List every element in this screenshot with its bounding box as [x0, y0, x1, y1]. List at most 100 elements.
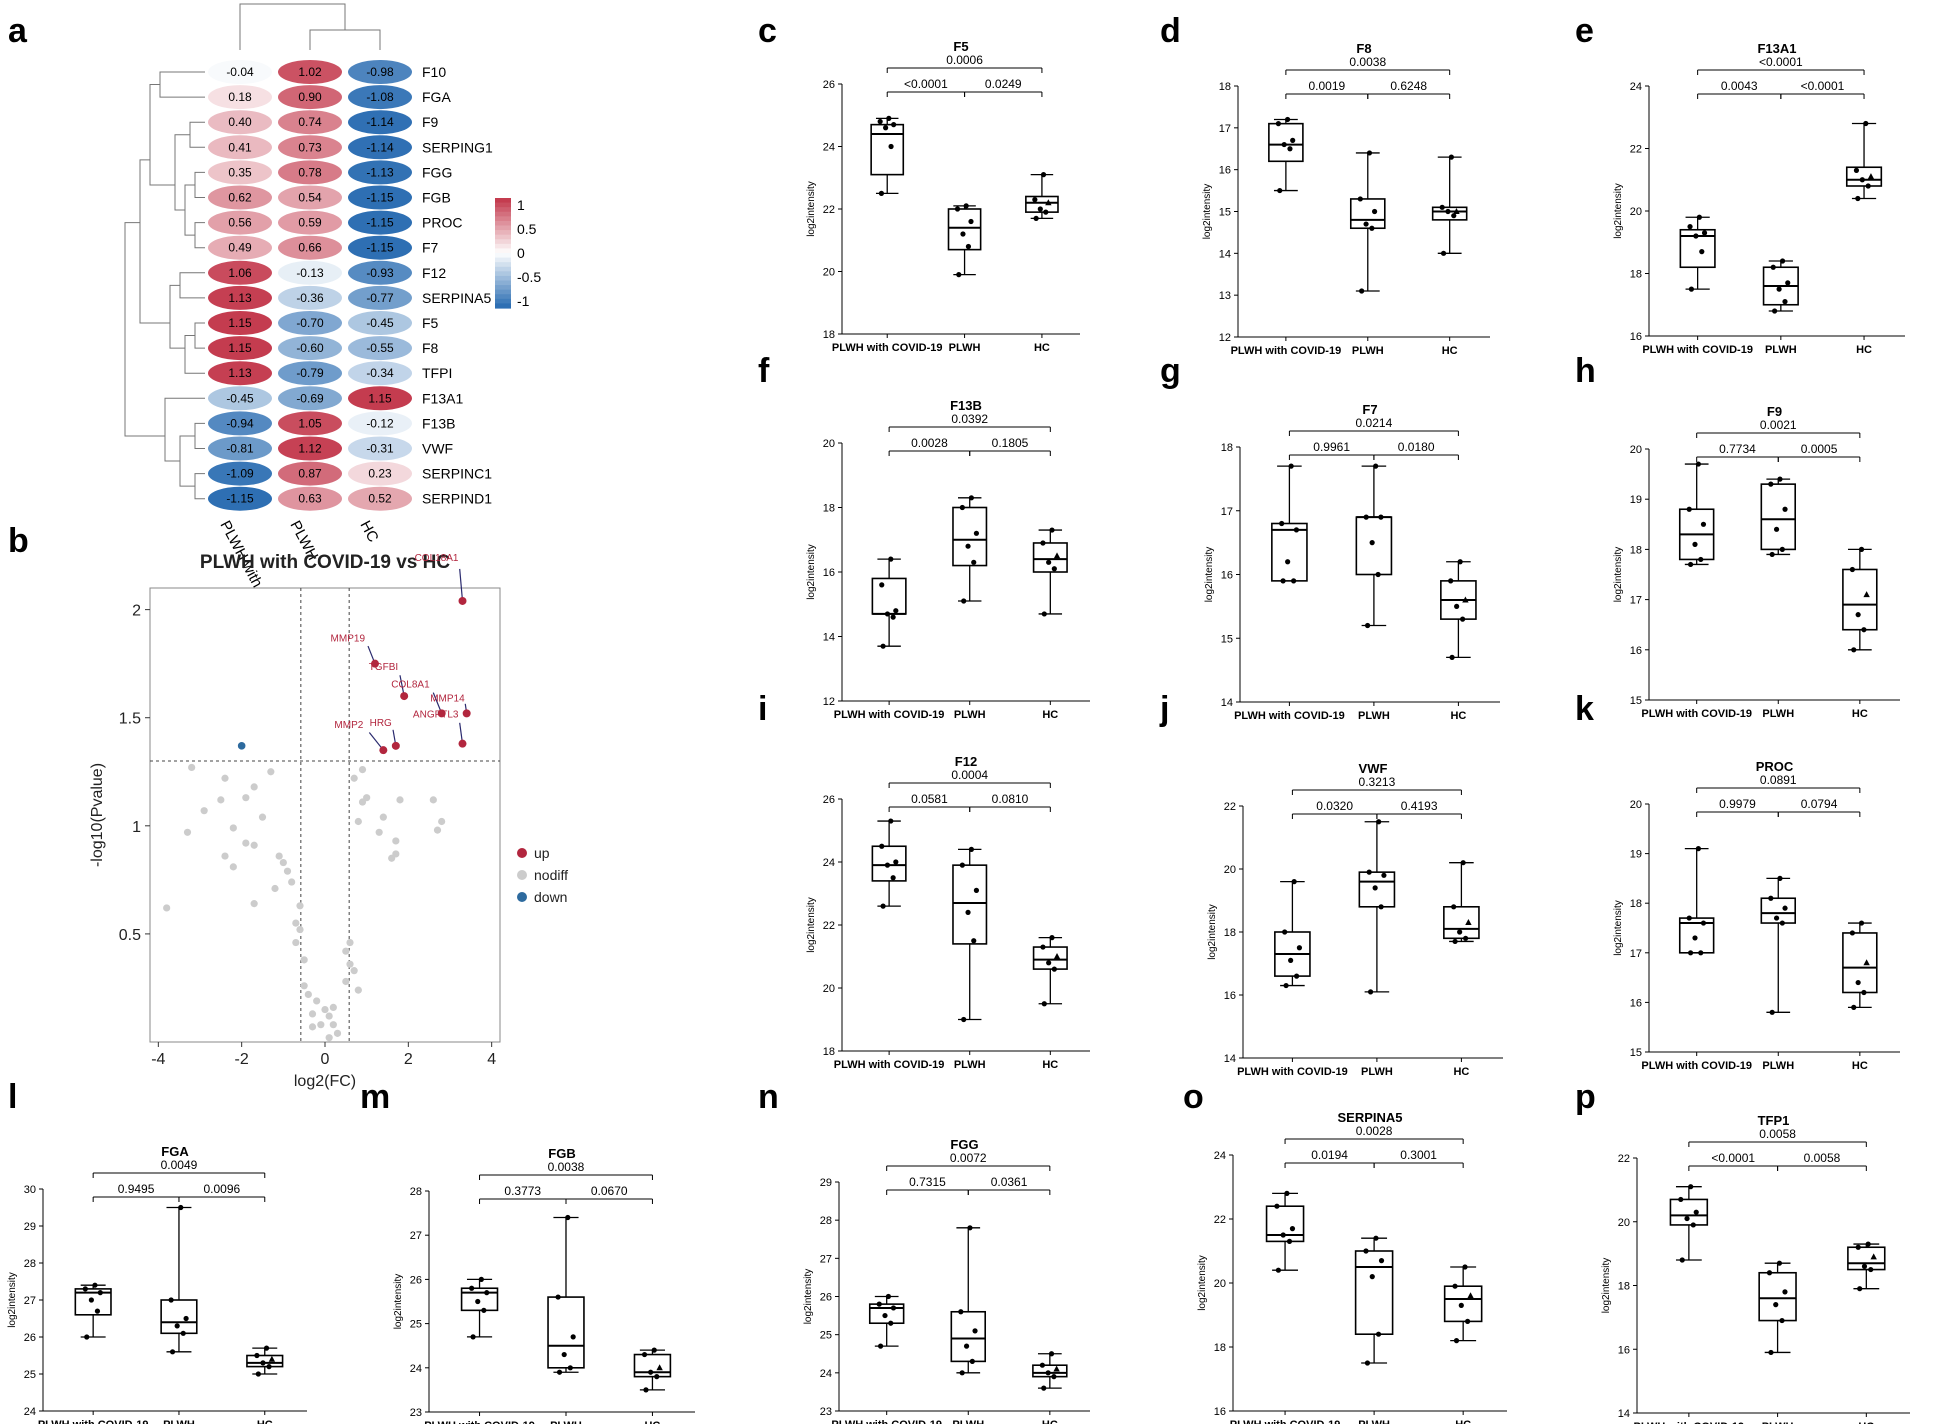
legend-tick-label: -0.5 [517, 269, 541, 285]
heatmap-cell-value: -0.93 [366, 266, 394, 280]
data-point [1768, 895, 1774, 901]
heatmap-cell [208, 135, 272, 160]
heatmap-cell-value: 0.63 [298, 492, 322, 506]
box-iqr [947, 208, 982, 251]
data-point [484, 1290, 490, 1296]
x-category-label: PLWH [954, 709, 986, 721]
p-value-label: <0.0001 [904, 77, 948, 91]
boxplot-k: PROC 15 16 17 18 19 20 log2intensity PLWH with C… [1613, 759, 1900, 1072]
x-category-label: HC [1858, 1421, 1874, 1424]
data-point [1687, 224, 1693, 230]
box-1 [947, 203, 982, 278]
data-point [1373, 463, 1379, 469]
data-point [963, 203, 969, 209]
y-axis-label: log2intensity [1204, 547, 1215, 603]
data-point [82, 1286, 88, 1292]
x-category-label: PLWH [1352, 345, 1384, 357]
data-point [1373, 1235, 1379, 1241]
significance-bracket: 0.0004 [888, 768, 1051, 788]
boxplot-l: FGA 24 25 26 27 28 29 30 log2intensity PLWH with … [7, 1144, 307, 1424]
legend-color-step [495, 207, 511, 213]
data-point [888, 818, 894, 824]
data-point [1049, 527, 1055, 533]
data-point [1769, 551, 1775, 558]
p-value-label: 0.0049 [161, 1158, 198, 1172]
p-value-label: 0.0194 [1311, 1148, 1348, 1162]
data-point [1369, 540, 1375, 546]
data-point [1357, 196, 1363, 202]
point-up [371, 659, 379, 668]
heatmap-row: 0.41 0.73 -1.14 SERPING1 [208, 135, 493, 160]
data-point [1855, 195, 1861, 202]
legend-color-step [495, 202, 511, 208]
data-point [973, 530, 980, 536]
data-point [1857, 1286, 1863, 1292]
data-point [1366, 150, 1373, 156]
y-axis-label: log2intensity [1601, 1258, 1612, 1314]
legend-label: up [534, 845, 550, 861]
point-nodiff [292, 938, 300, 947]
data-point [555, 1294, 561, 1300]
data-point [1051, 966, 1057, 972]
point-nodiff [188, 763, 196, 772]
data-point [965, 243, 972, 250]
data-point [255, 1371, 261, 1377]
labeled-point: ANGPTL3 [413, 710, 467, 748]
data-point [1458, 1302, 1464, 1308]
p-value-label: 0.0028 [1356, 1124, 1393, 1138]
legend-color-step [495, 230, 511, 236]
data-point [1768, 481, 1774, 487]
data-point [1448, 154, 1454, 160]
y-tick-label: 16 [1630, 331, 1642, 343]
chart-title: FGA [161, 1144, 189, 1159]
data-point [956, 272, 962, 278]
significance-bracket: 0.0006 [886, 53, 1043, 73]
box-0 [871, 818, 907, 909]
data-point [1288, 957, 1294, 963]
y-tick-label: 14 [1221, 697, 1233, 709]
point-label: COL8A1 [391, 679, 430, 690]
dendrogram-branch [239, 3, 346, 50]
data-point [968, 846, 974, 853]
heatmap-cell [278, 311, 342, 335]
data-point [1688, 286, 1695, 292]
y-tick-label: 29 [820, 1177, 832, 1189]
significance-bracket: 0.0038 [479, 1160, 653, 1180]
heatmap-cell-value: 0.87 [298, 467, 322, 481]
significance-bracket: 0.0670 [565, 1184, 653, 1204]
y-tick-label: 16 [823, 567, 835, 579]
data-point [961, 1016, 967, 1023]
significance-bracket: 0.0891 [1696, 773, 1861, 793]
data-point [1040, 172, 1047, 178]
data-point [1687, 950, 1694, 956]
y-tick-label: 20 [1618, 1217, 1630, 1229]
p-value-label: 0.0214 [1356, 416, 1393, 430]
significance-bracket: 0.9961 [1288, 440, 1375, 460]
data-point [1041, 1385, 1047, 1391]
data-point [656, 1364, 663, 1371]
significance-bracket: 0.0320 [1291, 799, 1378, 819]
data-point [1369, 225, 1375, 231]
data-point [965, 909, 971, 916]
data-point [1279, 520, 1285, 527]
dendrogram-branch [194, 222, 205, 249]
dendrogram-branch [139, 159, 170, 324]
chart-title: F12 [955, 754, 977, 769]
point-nodiff [350, 967, 358, 975]
labeled-point: MMP19 [331, 634, 379, 668]
heatmap-cell-value: -0.94 [226, 416, 254, 430]
x-category-label: PLWH with COVID-19 [1641, 1060, 1752, 1072]
data-point [1467, 1292, 1474, 1299]
heatmap-row-label: FGB [422, 190, 451, 206]
box-2 [1431, 154, 1468, 256]
data-point [890, 875, 896, 881]
chart-title: PROC [1756, 759, 1794, 774]
dendrogram-branch [149, 84, 175, 186]
p-value-label: 0.0004 [951, 768, 988, 782]
heatmap-row: 1.06 -0.13 -0.93 F12 [208, 260, 446, 285]
panel-label-n: n [758, 1078, 779, 1116]
y-tick-label: 15 [1219, 207, 1231, 219]
box-iqr [870, 123, 905, 176]
box-2 [246, 1345, 284, 1377]
